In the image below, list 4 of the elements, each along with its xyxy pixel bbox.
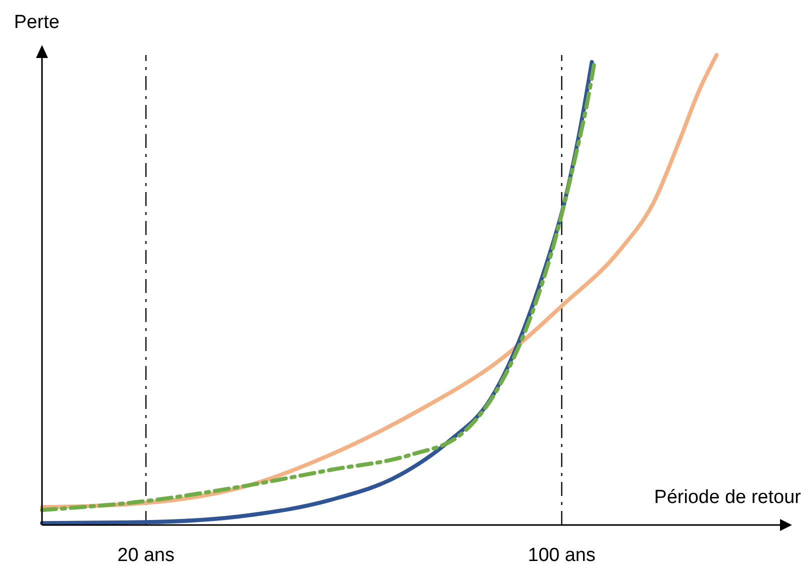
x-axis-title: Période de retour — [654, 487, 802, 508]
x-tick-label: 100 ans — [528, 545, 596, 566]
x-tick-label: 20 ans — [117, 545, 174, 566]
y-axis-title: Perte — [14, 12, 60, 33]
